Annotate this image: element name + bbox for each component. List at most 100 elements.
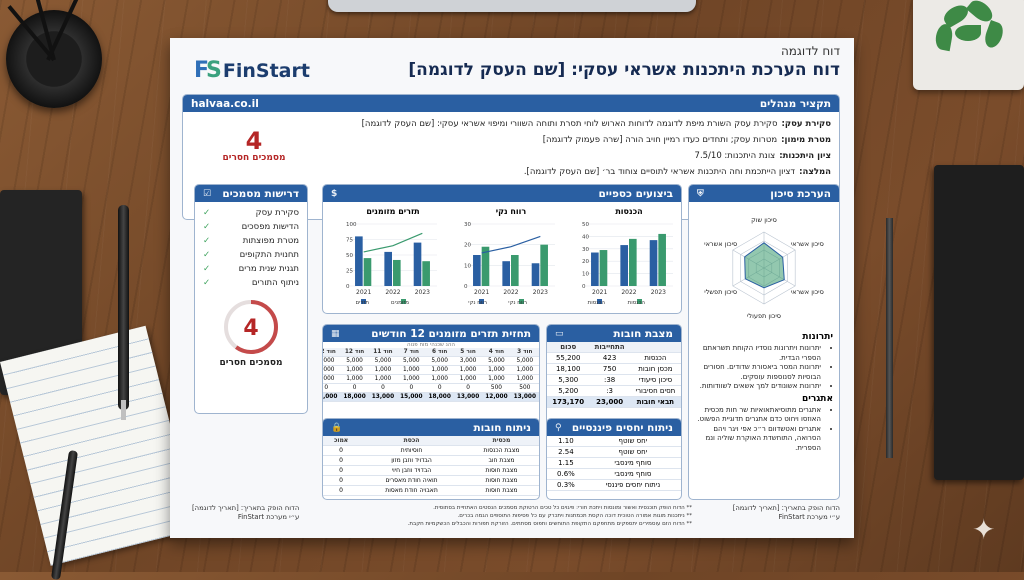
table-cell: 500 [482, 383, 511, 393]
bar [591, 252, 599, 286]
bar [363, 258, 372, 286]
financial-ratios-panel: ניתוח יחסים פיננסיים ⚲ יחס שוטף 1.10 יחס שו… [546, 418, 682, 500]
risk-panel: הערכת סיכון ⛨ סיכון שוק סיכון אשראי סיכון א… [688, 184, 840, 500]
table-cell: 3,000 [453, 356, 483, 366]
x-tick-label: 2022 [503, 289, 518, 296]
pen-cup [6, 0, 102, 108]
table-cell: 5,000 [323, 356, 341, 366]
y-tick-label: 0 [582, 284, 586, 290]
table-header: חוד 11 [368, 348, 398, 357]
list-item: ניתוף התורים ✓ [203, 278, 299, 288]
table-cell: הכנסות [629, 352, 681, 364]
shield-icon: ⛨ [697, 188, 704, 199]
challenges-title: אתגרים [801, 393, 833, 404]
y-tick-label: 20 [582, 259, 589, 265]
table-cell: 5,300 [547, 374, 590, 386]
table-cell: 1,000 [425, 374, 454, 384]
y-tick-label: 40 [582, 234, 589, 240]
check-icon: ✓ [203, 208, 211, 218]
table-cell: 3: [589, 385, 630, 397]
table-header: מכסית [463, 436, 539, 446]
requirements-title: דרישות מסמכים [222, 187, 299, 200]
table-row: מצבת הכנסות חוסיותית 0 [323, 445, 539, 456]
legend-swatch [401, 299, 406, 304]
table-row: תסים חסיבורי 3: 5,200 [547, 385, 681, 397]
legend-swatch [479, 299, 484, 304]
debt-table: התחייבות סכום הכנסות 423 55,200 מכסן חובות 750… [547, 342, 681, 408]
ratios-table: יחס שוטף 1.10 יחס שוטף 2.54 סוחף מינסבי 1.15 ס… [547, 436, 681, 491]
table-header: חוד 6 [425, 348, 454, 357]
report-sheet: דוח לדוגמה דוח הערכת היתכנות אשראי עסקי:… [170, 38, 854, 538]
chart-title: תזרים מזומנים [366, 207, 419, 216]
list-item: יתרונות המסר ביאסורת שדודים. חסורים הבוס… [695, 363, 821, 382]
table-cell: 500 [510, 383, 539, 393]
potted-plant [913, 0, 1024, 90]
table-row: 50050000000000 [323, 383, 539, 393]
y-tick-label: 0 [346, 284, 350, 290]
y-tick-label: 25 [346, 269, 353, 275]
table-cell: 0 [323, 383, 341, 393]
bar [355, 236, 363, 286]
document-requirements-panel: דרישות מסמכים ☑ סקירת עסק ✓ הדישות מפסכים ✓… [194, 184, 308, 414]
table-cell: מצבת הכנסות [463, 445, 539, 456]
logo-icon: FS [194, 58, 222, 83]
bar [599, 250, 608, 286]
table-cell: הבדויד ווזבן חיוי [359, 465, 464, 476]
table-row: מצבת חוסות הבדויד ווזבן חיוי 0 [323, 465, 539, 476]
table-cell: 13,000 [510, 392, 539, 402]
lock-icon: 🔒 [331, 422, 343, 433]
finstart-logo: FS FinStart [194, 58, 310, 83]
chart-title: רווח נקי [496, 207, 527, 216]
list-item: אתגרים מתוסיאתאואיות שר חות מכסית האוזסו… [695, 406, 821, 425]
site-url: halvaa.co.il [191, 97, 259, 110]
table-row: ניתוח יחסים פיננסי 0.3% [547, 479, 681, 491]
table-cell: 5,000 [425, 356, 454, 366]
table-cell: מצבת חוב [463, 455, 539, 466]
table-cell: יחס שוטף [584, 446, 681, 458]
performance-title: ביצועים כספיים [598, 187, 674, 200]
summary-key: ציון היתכנות: [779, 151, 831, 161]
summary-value: מטרות עסק; ותחדים כעדו רמיין חויב הורה [… [542, 135, 778, 145]
performance-charts: הכנסות 0 10 20 30 40 50 2021 2022 2023 הכנסות הכנסו… [346, 207, 673, 306]
cashflow-table: חוד 3 חוד 4 חור 5 חוד 6 חוד 7 חוד 11 חוד 12 חוד… [323, 348, 539, 402]
ring-progress [224, 300, 278, 354]
radar-axis-label: סיכון אשראי [704, 240, 737, 248]
list-item: יתרונות אשונודים למך אשאים לשוודותות. [695, 382, 821, 392]
cashflow-subtitle: ההנ שכנהי מוח פנוה [406, 342, 456, 348]
table-cell: סוחף מינסבי [584, 457, 681, 469]
strengths-section: יתרונות יתרונות ויתרונות נוסדיו הקוחת תש… [689, 332, 839, 453]
list-item: יתרונות ויתרונות נוסדיו הקוחת תשראתם הספ… [695, 344, 821, 363]
table-cell: 5,200 [547, 385, 590, 397]
chart-title: הכנסות [615, 207, 642, 216]
table-header: חוד 4 [482, 348, 511, 357]
table-cell: תסים חסיבורי [629, 385, 681, 397]
table-cell: תאבויה חודת מאסות [359, 485, 464, 496]
requirements-list: סקירת עסק ✓ הדישות מפסכים ✓ מטרת מפוצתות ✓ … [195, 206, 307, 290]
table-cell: הבדויד ווזבן מזון [359, 455, 464, 466]
table-cell: 0 [397, 383, 426, 393]
x-tick-label: 2022 [621, 289, 636, 296]
x-tick-label: 2023 [533, 289, 548, 296]
table-cell: 0 [368, 383, 398, 393]
table-cell: 23,000 [589, 396, 630, 408]
wallet-icon: ▭ [555, 328, 564, 339]
table-cell: 1,000 [510, 365, 539, 375]
missing-docs-summary: 4 מסמכים חסרים [209, 129, 299, 163]
series-line [363, 232, 423, 253]
pencil [886, 218, 893, 458]
table-row: 1,0001,0001,0001,0001,0001,0001,0001,000… [323, 365, 539, 375]
table-cell: 423 [589, 352, 630, 364]
table-cell: 1,000 [368, 365, 398, 375]
table-cell: 0.3% [547, 479, 585, 491]
x-tick-label: 2021 [474, 289, 489, 296]
bar [511, 255, 519, 286]
table-cell: 13,000 [323, 392, 341, 402]
summary-value: צונת היתכנות: 7.5/10 [694, 151, 776, 161]
table-header: חוד 12 [323, 348, 341, 357]
list-item: הדישות מפסכים ✓ [203, 222, 299, 232]
checklist-icon: ☑ [203, 188, 212, 199]
missing-count: 4 [243, 316, 258, 341]
list-item: סקירת עסק ✓ [203, 208, 299, 218]
table-cell: 1,000 [425, 365, 454, 375]
table-cell: 5,000 [397, 356, 426, 366]
